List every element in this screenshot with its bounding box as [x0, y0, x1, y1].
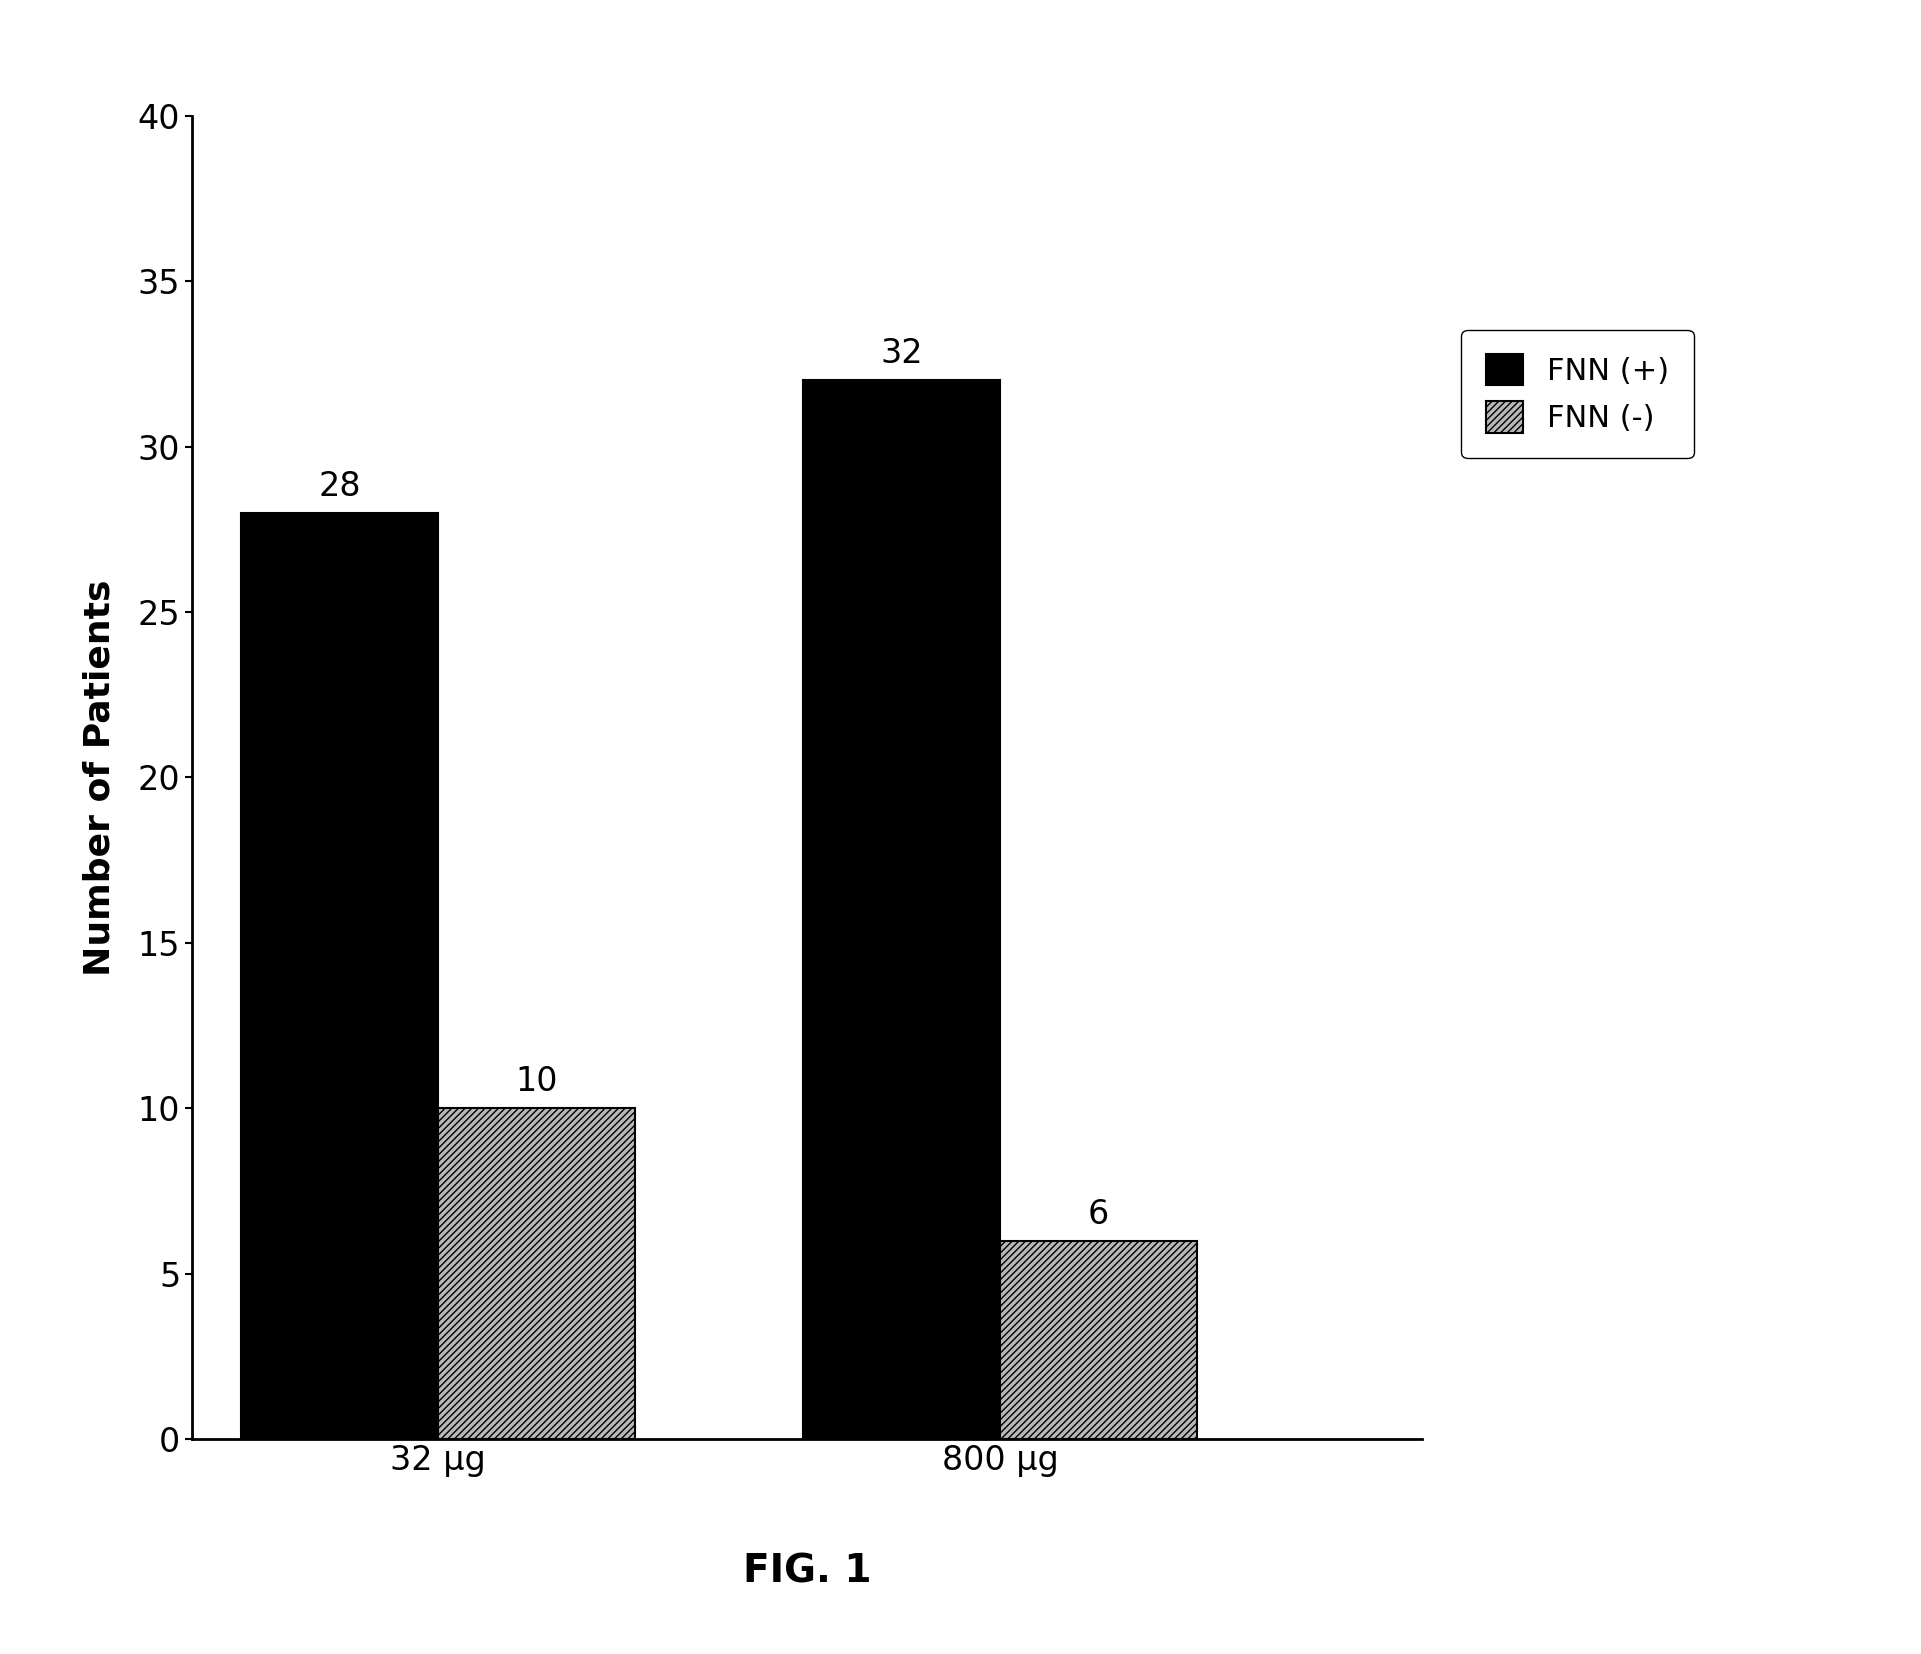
Text: FIG. 1: FIG. 1	[743, 1553, 870, 1589]
Text: 6: 6	[1087, 1197, 1108, 1231]
Bar	[438, 1108, 634, 1439]
Y-axis label: Number of Patients: Number of Patients	[83, 579, 117, 976]
Bar	[803, 380, 1001, 1439]
Bar	[242, 513, 438, 1439]
Legend: FNN (+), FNN (-): FNN (+), FNN (-)	[1462, 329, 1694, 458]
Bar	[1001, 1240, 1197, 1439]
Text: 10: 10	[515, 1065, 557, 1098]
Text: 28: 28	[319, 470, 361, 503]
Text: 32: 32	[880, 337, 922, 370]
